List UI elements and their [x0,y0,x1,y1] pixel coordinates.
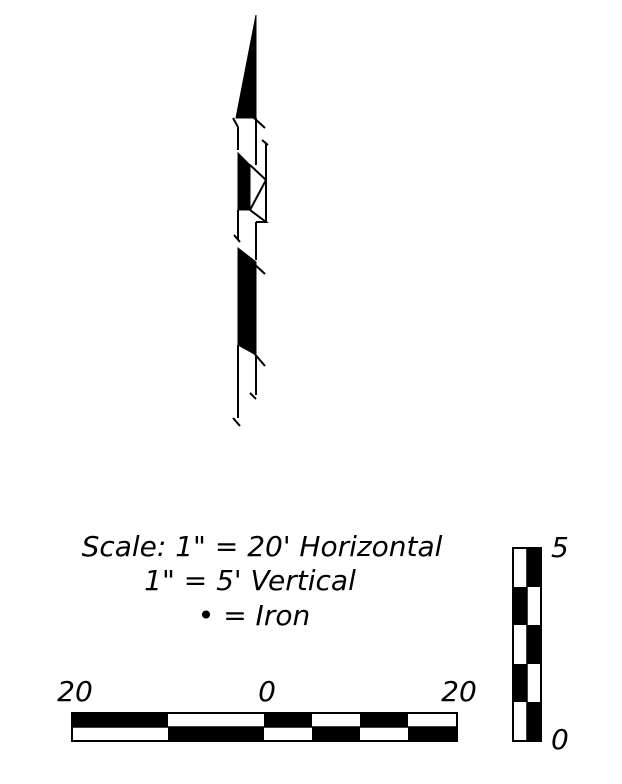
vertical-scale-bar: 5 0 [512,531,569,756]
north-arrow-wedge [235,14,257,119]
vscale-label-top: 5 [551,531,569,564]
vscale-label-bottom: 0 [551,723,569,756]
offset-tick [232,117,239,128]
iron-legend-label: • = Iron [198,599,310,632]
hscale-label-left: 20 [57,675,93,708]
filled-segment [237,151,251,211]
hscale-label-right: 20 [441,675,477,708]
traverse-outline [248,164,269,223]
hscale-label-center: 0 [258,675,276,708]
offset-tick [233,234,241,243]
offset-tick [249,392,257,400]
scale-vertical-label: 1" = 5' Vertical [144,564,356,597]
offset-tick [251,261,266,275]
offset-tick [252,351,266,367]
offset-tick [232,417,241,427]
offset-tick [261,139,269,146]
scale-horizontal-label: Scale: 1" = 20' Horizontal [82,530,443,563]
traverse-figure [232,14,269,427]
offset-tick [252,116,266,129]
horizontal-scale-bar: 20 0 20 [57,675,477,742]
